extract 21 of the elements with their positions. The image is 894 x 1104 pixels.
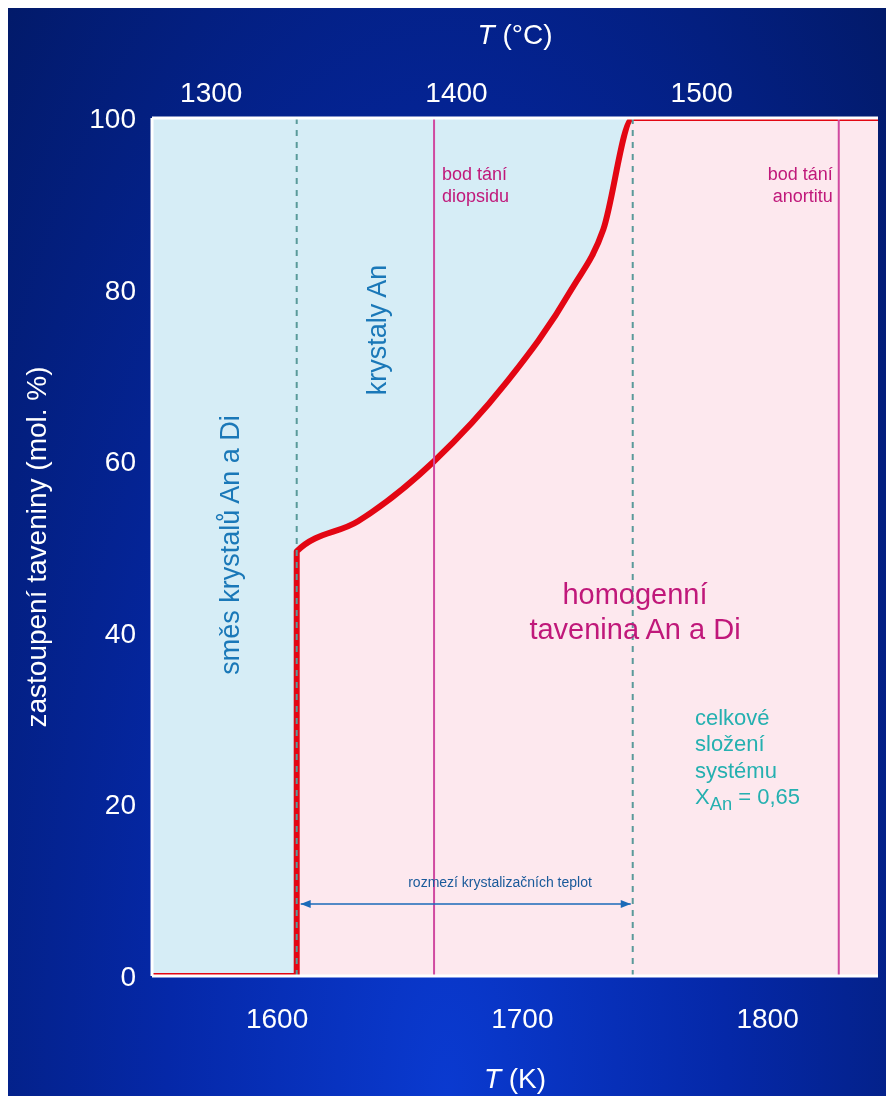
x2-tick-label: 1500: [670, 77, 733, 108]
y-axis-title: zastoupení taveniny (mol. %): [21, 366, 52, 728]
y-tick-label: 80: [104, 274, 136, 306]
x-axis-title: T (K): [483, 1063, 547, 1094]
y-tick-label: 60: [104, 446, 136, 478]
y-tick-label: 40: [104, 617, 136, 649]
annotation: směs krystalů An a Di: [214, 415, 246, 675]
annotation: krystaly An: [361, 264, 393, 396]
x-tick-label: 1700: [491, 1002, 554, 1034]
ref-line-label: bod tání diopsidu: [442, 164, 510, 206]
x2-tick-label: 1300: [180, 77, 243, 108]
x2-tick-label: 1400: [425, 77, 488, 108]
x-tick-label: 1800: [736, 1002, 799, 1034]
y-tick-label: 0: [120, 960, 136, 992]
ref-line-label: bod tání anortitu: [767, 164, 833, 206]
y-tick-label: 20: [104, 789, 136, 821]
y-tick-label: 100: [89, 102, 136, 134]
annotation: celkové složení systému X$_{An}$ = 0,65: [695, 705, 801, 815]
x2-axis-title: T (°C): [477, 19, 553, 50]
x-tick-label: 1600: [245, 1002, 309, 1034]
annotation: homogenní tavenina An a Di: [528, 577, 742, 647]
